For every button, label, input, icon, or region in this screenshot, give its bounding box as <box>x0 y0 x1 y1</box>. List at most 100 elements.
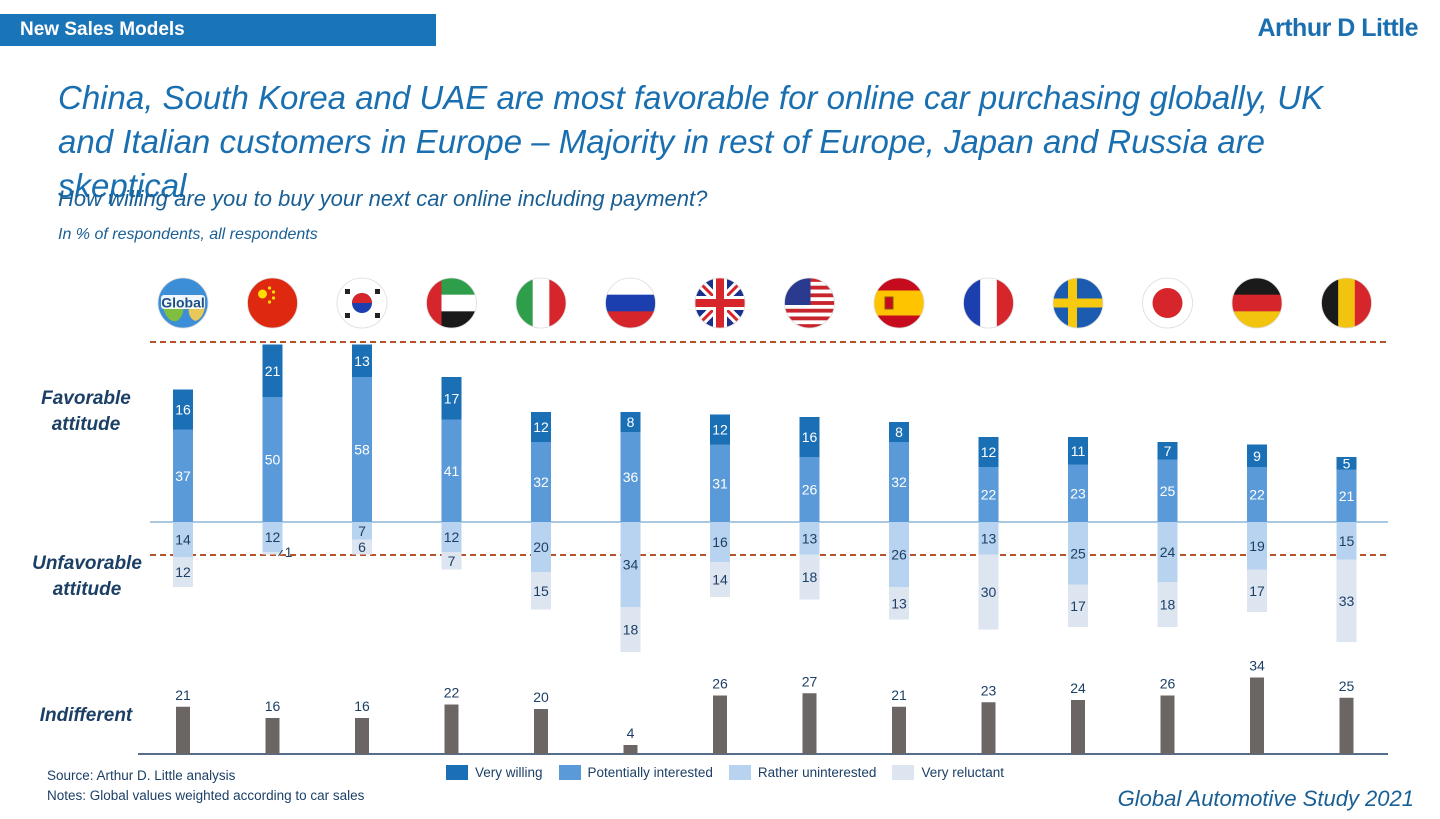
label-indifferent: 27 <box>802 673 818 689</box>
legend-label: Rather uninterested <box>757 765 877 780</box>
label-rather-uninterested: 19 <box>1249 538 1265 554</box>
label-potentially-interested: 37 <box>175 468 191 484</box>
bar-very-willing <box>1157 442 1178 460</box>
bar-very-reluctant <box>352 539 372 555</box>
flag-outline <box>157 277 209 329</box>
label-very-reluctant: 6 <box>358 539 366 555</box>
bar-indifferent <box>623 745 638 754</box>
label-indifferent: 26 <box>712 676 728 692</box>
flag-outline <box>963 277 1014 329</box>
legend-swatch-rather-uninterested <box>728 765 751 780</box>
flag-outline <box>1231 277 1283 329</box>
flag-icon-uk <box>695 278 745 328</box>
bar-indifferent <box>1250 677 1264 754</box>
flag-icon-france <box>963 278 1014 328</box>
bar-rather-uninterested <box>1157 522 1178 582</box>
bar-very-willing <box>620 412 641 432</box>
bar-rather-uninterested <box>262 522 283 552</box>
legend-item: Rather uninterested <box>728 765 877 780</box>
bar-potentially-interested <box>799 457 820 522</box>
bar-rather-uninterested <box>799 522 820 555</box>
bar-very-willing <box>173 389 193 430</box>
flag-icon-japan <box>1142 278 1193 328</box>
label-indifferent: 26 <box>1160 676 1176 692</box>
bar-indifferent <box>534 709 548 754</box>
bar-rather-uninterested <box>352 522 372 540</box>
bar-potentially-interested <box>352 377 372 522</box>
bar-rather-uninterested <box>1336 522 1357 560</box>
source-text: Source: Arthur D. Little analysis <box>47 768 236 783</box>
flag-outline <box>426 277 477 329</box>
flag-outline <box>605 277 656 329</box>
label-potentially-interested: 41 <box>444 463 460 479</box>
label-very-reluctant: 17 <box>1070 598 1086 614</box>
bar-indifferent <box>355 718 369 754</box>
label-potentially-interested: 21 <box>1339 488 1355 504</box>
unfavorable-label: Unfavorable attitude <box>32 553 142 600</box>
flag-icon-belgium <box>1321 278 1372 328</box>
label-potentially-interested: 31 <box>712 475 728 491</box>
flag-icon-spain <box>874 278 924 328</box>
flag-outline <box>515 277 567 329</box>
label-very-reluctant: 17 <box>1249 583 1265 599</box>
bar-rather-uninterested <box>710 522 730 562</box>
bar-very-reluctant <box>441 552 462 570</box>
bar-very-willing <box>889 422 909 442</box>
bar-rather-uninterested <box>1247 522 1267 570</box>
flag-outline <box>873 277 925 329</box>
label-leader-line <box>278 549 283 557</box>
favorable-label: Favorable attitude <box>41 388 131 435</box>
label-very-willing: 21 <box>265 363 281 379</box>
label-very-reluctant: 18 <box>802 569 818 585</box>
flag-outline <box>247 277 298 329</box>
label-very-reluctant: 15 <box>533 583 549 599</box>
label-very-willing: 11 <box>1071 443 1086 459</box>
bar-indifferent <box>1071 700 1085 754</box>
label-very-reluctant: 12 <box>175 564 191 580</box>
label-potentially-interested: 32 <box>891 474 907 490</box>
label-rather-uninterested: 34 <box>623 557 639 573</box>
bar-potentially-interested <box>889 442 909 522</box>
label-indifferent: 22 <box>444 685 460 701</box>
bar-potentially-interested <box>173 429 193 522</box>
label-potentially-interested: 50 <box>265 452 281 468</box>
label-very-reluctant: 13 <box>891 595 907 611</box>
flag-icon-uae <box>426 278 477 328</box>
label-rather-uninterested: 15 <box>1339 533 1355 549</box>
flag-icon-sweden <box>1053 278 1103 328</box>
flag-outline <box>336 277 388 329</box>
indifferent-label: Indifferent <box>39 705 133 726</box>
bar-rather-uninterested <box>173 522 193 557</box>
label-indifferent: 34 <box>1249 658 1265 674</box>
legend-label: Very reluctant <box>921 765 1004 780</box>
label-rather-uninterested: 7 <box>358 523 366 539</box>
label-potentially-interested: 26 <box>802 482 818 498</box>
label-very-reluctant: 18 <box>623 622 639 638</box>
bar-indifferent <box>981 702 996 754</box>
chart-title: How willing are you to buy your next car… <box>58 186 708 211</box>
flag-icon-china <box>247 278 298 328</box>
label-very-willing: 12 <box>712 422 728 438</box>
label-very-reluctant: 7 <box>448 553 456 569</box>
flag-icon-italy <box>516 278 566 328</box>
bar-indifferent <box>713 695 727 754</box>
label-indifferent: 24 <box>1070 680 1086 696</box>
bar-rather-uninterested <box>978 522 999 555</box>
bar-very-willing <box>710 414 730 445</box>
label-indifferent: 16 <box>354 698 370 714</box>
label-very-willing: 16 <box>175 402 191 418</box>
bar-very-willing <box>531 412 551 442</box>
bar-potentially-interested <box>531 442 551 522</box>
bar-very-willing <box>262 344 283 397</box>
label-indifferent: 20 <box>533 689 549 705</box>
label-very-reluctant: 30 <box>981 584 997 600</box>
label-very-willing: 8 <box>627 414 635 430</box>
label-indifferent: 16 <box>265 698 281 714</box>
bar-potentially-interested <box>1068 464 1088 522</box>
bar-indifferent <box>444 704 459 754</box>
bar-rather-uninterested <box>1068 522 1088 585</box>
bar-very-willing <box>1336 457 1357 470</box>
flag-outline <box>784 277 835 329</box>
label-very-willing: 16 <box>802 429 818 445</box>
bar-very-willing <box>1068 437 1088 465</box>
